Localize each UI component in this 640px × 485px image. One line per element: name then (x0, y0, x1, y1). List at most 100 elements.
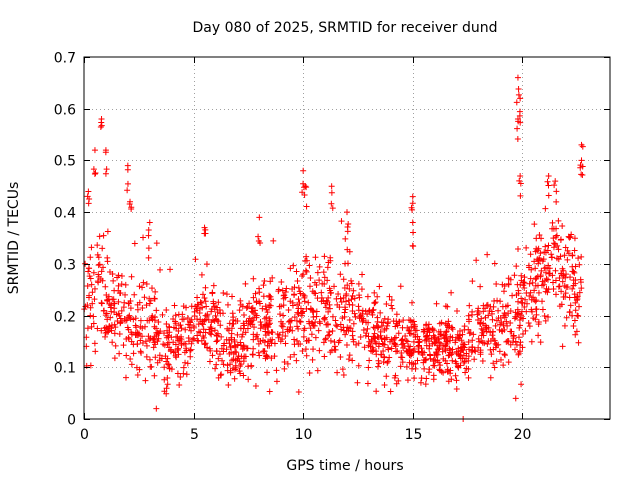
data-point (289, 302, 296, 309)
data-point (361, 344, 368, 351)
data-point (308, 331, 315, 338)
data-point (564, 247, 571, 254)
data-point (218, 371, 225, 378)
data-point (220, 361, 227, 368)
data-point (187, 346, 194, 353)
data-point (569, 285, 576, 292)
data-point (130, 350, 137, 357)
data-point (455, 351, 462, 358)
data-point (535, 260, 542, 267)
data-point (391, 340, 398, 347)
data-point (482, 314, 489, 321)
data-point (244, 325, 251, 332)
data-point (545, 270, 552, 277)
data-point (509, 292, 516, 299)
data-point (237, 301, 244, 308)
data-point (489, 316, 496, 323)
data-point (137, 317, 144, 324)
data-point (180, 370, 187, 377)
data-point (232, 318, 239, 325)
data-point (209, 352, 216, 359)
data-point (227, 344, 234, 351)
data-point (141, 294, 148, 301)
data-point (255, 340, 262, 347)
data-point (264, 309, 271, 316)
data-point (185, 321, 192, 328)
y-tick-label: 0.4 (54, 206, 76, 222)
data-point (558, 288, 565, 295)
data-point (303, 253, 310, 260)
data-point (256, 298, 263, 305)
data-point (316, 263, 323, 270)
data-point (537, 272, 544, 279)
data-point (94, 242, 101, 249)
data-point (436, 320, 443, 327)
data-point (190, 335, 197, 342)
data-point (423, 375, 430, 382)
data-point (412, 365, 419, 372)
data-point (517, 172, 524, 179)
data-point (95, 279, 102, 286)
data-point (456, 335, 463, 342)
data-point (105, 328, 112, 335)
data-point (267, 293, 274, 300)
data-point (542, 243, 549, 250)
data-point (564, 284, 571, 291)
data-point (199, 320, 206, 327)
data-point (219, 357, 226, 364)
data-point (342, 260, 349, 267)
data-point (257, 325, 264, 332)
data-point (303, 203, 310, 210)
data-point (236, 368, 243, 375)
data-point (561, 252, 568, 259)
data-point (469, 347, 476, 354)
data-point (460, 359, 467, 366)
data-point (327, 349, 334, 356)
data-point (164, 374, 171, 381)
data-point (108, 308, 115, 315)
data-point (397, 363, 404, 370)
data-point (380, 359, 387, 366)
data-point (528, 338, 535, 345)
data-point (570, 268, 577, 275)
data-point (560, 294, 567, 301)
data-point (559, 265, 566, 272)
data-point (395, 330, 402, 337)
data-point (531, 258, 538, 265)
data-point (194, 294, 201, 301)
data-point (458, 347, 465, 354)
data-point (370, 324, 377, 331)
data-point (122, 374, 129, 381)
data-point (267, 278, 274, 285)
data-point (392, 372, 399, 379)
data-point (234, 357, 241, 364)
data-point (237, 297, 244, 304)
data-point (300, 167, 307, 174)
data-point (107, 314, 114, 321)
data-point (308, 319, 315, 326)
data-point (455, 364, 462, 371)
data-point (87, 254, 94, 261)
data-point (174, 347, 181, 354)
data-point (522, 296, 529, 303)
data-point (512, 395, 519, 402)
data-point (442, 331, 449, 338)
data-point (157, 266, 164, 273)
data-point (488, 351, 495, 358)
data-point (486, 307, 493, 314)
data-point (562, 290, 569, 297)
data-point (558, 270, 565, 277)
data-point (99, 277, 106, 284)
data-point (386, 354, 393, 361)
data-point (283, 285, 290, 292)
data-point (346, 285, 353, 292)
data-point (346, 352, 353, 359)
data-point (263, 353, 270, 360)
data-point (218, 333, 225, 340)
data-point (143, 353, 150, 360)
data-point (140, 234, 147, 241)
data-point (321, 315, 328, 322)
data-point (128, 273, 135, 280)
x-tick-label: 0 (80, 427, 89, 443)
data-point (517, 322, 524, 329)
